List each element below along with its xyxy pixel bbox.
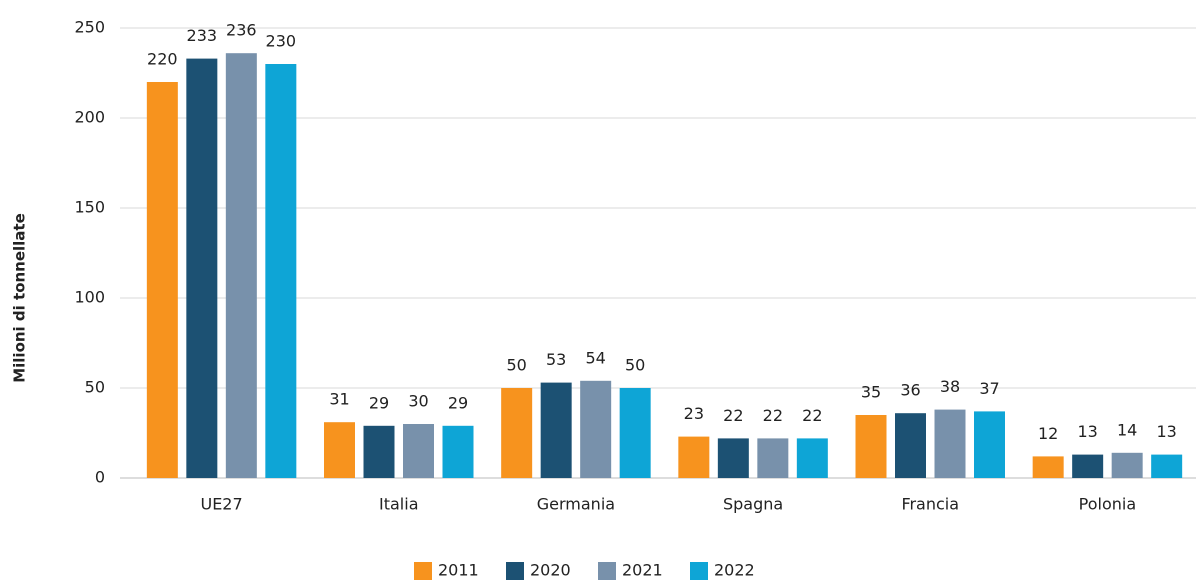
- bar: [934, 409, 966, 478]
- data-label: 13: [1156, 422, 1176, 441]
- bar: [895, 413, 926, 478]
- bar: [717, 438, 749, 478]
- bar: [225, 53, 257, 478]
- x-tick-label: Germania: [537, 495, 615, 514]
- legend-label: 2022: [714, 561, 755, 580]
- bar: [324, 422, 355, 478]
- data-label: 54: [585, 348, 605, 367]
- data-label: 36: [900, 381, 920, 400]
- bar: [1072, 454, 1104, 478]
- data-label: 38: [940, 377, 960, 396]
- y-tick-label: 200: [74, 108, 105, 127]
- legend-swatch: [598, 562, 616, 580]
- bar: [1151, 454, 1183, 478]
- data-label: 50: [625, 356, 645, 375]
- bar: [363, 425, 395, 478]
- data-label: 13: [1077, 422, 1097, 441]
- data-label: 12: [1038, 424, 1058, 443]
- x-tick-label: Polonia: [1079, 495, 1137, 514]
- y-axis-label: Milioni di tonnellate: [11, 213, 29, 383]
- bar: [855, 415, 887, 478]
- bar: [501, 388, 533, 478]
- y-tick-label: 150: [74, 198, 105, 217]
- data-label: 23: [684, 404, 704, 423]
- bar: [619, 388, 651, 478]
- data-label: 230: [266, 32, 297, 51]
- bar: [146, 82, 178, 478]
- data-label: 37: [979, 379, 999, 398]
- x-tick-label: Spagna: [723, 495, 783, 514]
- data-label: 50: [506, 356, 526, 375]
- bar: [265, 64, 297, 478]
- data-label: 22: [763, 406, 783, 425]
- data-label: 233: [187, 26, 218, 45]
- bar: [1111, 452, 1143, 478]
- bar: [1032, 456, 1064, 478]
- data-label: 53: [546, 350, 566, 369]
- bar: [678, 436, 710, 478]
- data-label: 236: [226, 21, 257, 40]
- data-label: 22: [723, 406, 743, 425]
- bar: [186, 58, 218, 478]
- legend-label: 2011: [438, 561, 479, 580]
- data-label: 22: [802, 406, 822, 425]
- x-tick-label: Francia: [901, 495, 959, 514]
- y-tick-label: 0: [95, 468, 105, 487]
- data-label: 220: [147, 50, 178, 69]
- bar: [974, 411, 1005, 478]
- bar: [757, 438, 789, 478]
- bar: [796, 438, 828, 478]
- x-tick-label: Italia: [379, 495, 419, 514]
- y-tick-label: 250: [74, 18, 105, 37]
- bar: [403, 424, 434, 478]
- y-tick-label: 100: [74, 288, 105, 307]
- legend-swatch: [414, 562, 432, 580]
- data-label: 14: [1117, 420, 1137, 439]
- data-label: 35: [861, 383, 881, 402]
- bar: [580, 380, 612, 478]
- bar: [442, 425, 474, 478]
- y-tick-label: 50: [85, 378, 105, 397]
- data-label: 29: [448, 393, 468, 412]
- legend-swatch: [506, 562, 524, 580]
- legend-swatch: [690, 562, 708, 580]
- data-label: 30: [408, 392, 428, 411]
- legend-label: 2020: [530, 561, 571, 580]
- legend-label: 2021: [622, 561, 663, 580]
- data-label: 29: [369, 393, 389, 412]
- data-label: 31: [329, 390, 349, 409]
- bar: [540, 382, 572, 478]
- x-tick-label: UE27: [200, 495, 242, 514]
